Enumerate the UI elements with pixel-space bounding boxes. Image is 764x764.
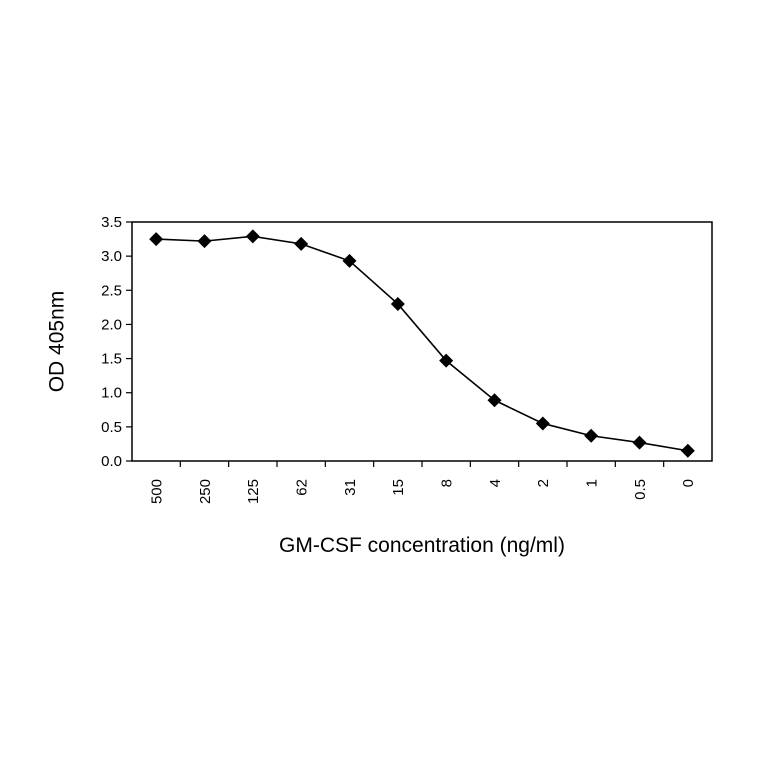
y-tick-label: 0.0 [101, 453, 122, 470]
x-tick-label: 15 [390, 479, 407, 496]
data-point [632, 435, 647, 450]
data-point [439, 353, 454, 368]
y-axis-title: OD 405nm [45, 291, 68, 393]
data-point [390, 296, 405, 311]
y-tick-label: 2.0 [101, 316, 122, 333]
x-axis-title: GM-CSF concentration (ng/ml) [279, 534, 565, 557]
y-tick-label: 2.5 [101, 282, 122, 299]
y-tick-label: 0.5 [101, 419, 122, 436]
series-layer [149, 229, 695, 458]
data-point [245, 229, 260, 244]
y-tick-label: 3.0 [101, 248, 122, 265]
data-point [535, 416, 550, 431]
x-tick-label: 125 [245, 479, 262, 504]
x-tick-label: 62 [293, 479, 310, 496]
data-point [342, 253, 357, 268]
plot-area [131, 221, 713, 462]
y-tick-label: 1.5 [101, 351, 122, 368]
data-point [149, 232, 164, 247]
data-point [487, 393, 502, 408]
data-point [680, 443, 695, 458]
x-axis: 500 250 125 62 31 15 8 4 2 1 0.5 0 [148, 461, 697, 504]
x-tick-label: 0 [680, 479, 697, 487]
x-tick-label: 31 [342, 479, 359, 496]
x-tick-label: 2 [535, 479, 552, 487]
x-tick-label: 500 [148, 479, 165, 504]
x-tick-label: 4 [487, 479, 504, 487]
y-tick-label: 1.0 [101, 385, 122, 402]
x-tick-label: 0.5 [632, 479, 649, 500]
data-point [197, 234, 212, 249]
x-tick-label: 1 [583, 479, 600, 487]
x-tick-label: 8 [438, 479, 455, 487]
y-tick-label: 3.5 [101, 214, 122, 231]
data-point [294, 236, 309, 251]
series-line [156, 235, 688, 452]
y-axis: 0.0 0.5 1.0 1.5 2.0 2.5 3.0 3.5 [101, 214, 132, 470]
x-tick-label: 250 [197, 479, 214, 504]
plot-frame [131, 221, 713, 462]
data-point [584, 428, 599, 443]
